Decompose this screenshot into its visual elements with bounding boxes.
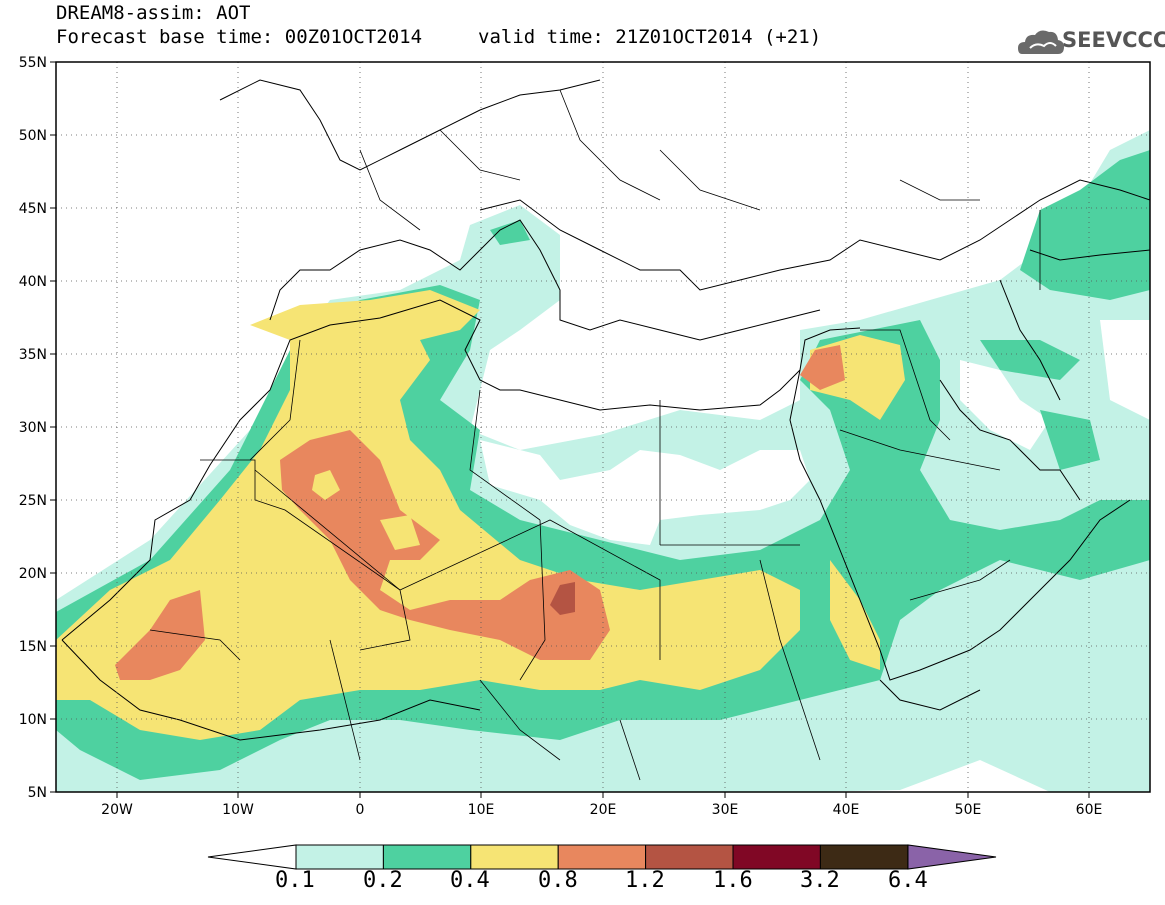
- lon-tick: 40E: [833, 802, 860, 818]
- colorbar-cell: [819, 844, 909, 870]
- lon-tick-marks: [116, 792, 1090, 798]
- lon-ticks: 20W 10W 0 10E 20E 30E 40E 50E 60E: [101, 802, 1102, 818]
- colorbar-cell: [382, 844, 472, 870]
- logo-text: SEEVCCC: [1062, 28, 1165, 52]
- lat-tick: 30N: [19, 420, 47, 436]
- colorbar-cell: [295, 844, 384, 870]
- title-line-1: DREAM8-assim: AOT: [56, 2, 251, 24]
- valid-time: valid time: 21Z01OCT2014 (+21): [478, 26, 822, 48]
- lat-tick: 20N: [19, 566, 47, 582]
- lon-tick: 30E: [712, 802, 739, 818]
- lat-tick-marks: [50, 61, 56, 793]
- lat-tick: 45N: [19, 201, 47, 217]
- lon-tick: 10E: [468, 802, 495, 818]
- coastlines: [61, 79, 1150, 741]
- lat-tick: 50N: [19, 128, 47, 144]
- lon-tick: 60E: [1076, 802, 1103, 818]
- colorbar-label: 3.2: [800, 868, 840, 893]
- lat-tick: 15N: [19, 639, 47, 655]
- lat-tick: 35N: [19, 347, 47, 363]
- colorbar: [207, 844, 997, 870]
- aot-level-1.2: [550, 582, 575, 615]
- forecast-base-time: Forecast base time: 00Z01OCT2014: [56, 26, 423, 48]
- colorbar-label: 0.8: [538, 868, 578, 893]
- colorbar-label: 1.6: [713, 868, 753, 893]
- lat-tick: 25N: [19, 493, 47, 509]
- aot-level-0.8: [115, 345, 845, 680]
- colorbar-label: 0.2: [363, 868, 403, 893]
- cloud-icon: [1018, 30, 1064, 54]
- lon-tick: 0: [356, 802, 365, 818]
- lat-tick: 5N: [28, 785, 47, 801]
- colorbar-cell: [732, 844, 821, 870]
- borders: [149, 89, 1041, 781]
- colorbar-cell: [470, 844, 559, 870]
- colorbar-cell: [557, 844, 647, 870]
- lon-tick: 20E: [590, 802, 617, 818]
- lat-tick: 40N: [19, 274, 47, 290]
- gridlines: [56, 62, 1150, 792]
- lat-tick: 10N: [19, 712, 47, 728]
- aot-field: [56, 130, 1150, 792]
- colorbar-label: 1.2: [625, 868, 665, 893]
- colorbar-under-triangle: [207, 844, 297, 870]
- colorbar-label: 0.1: [275, 868, 315, 893]
- colorbar-over-triangle: [907, 844, 997, 870]
- colorbar-cell: [645, 844, 734, 870]
- lon-tick: 10W: [222, 802, 254, 818]
- lon-tick: 20W: [101, 802, 133, 818]
- lat-ticks: 55N 50N 45N 40N 35N 30N 25N 20N 15N 10N …: [19, 55, 47, 801]
- colorbar-label: 0.4: [450, 868, 490, 893]
- aot-level-0.4-inner: [312, 470, 420, 550]
- lat-tick: 55N: [19, 55, 47, 71]
- colorbar-label: 6.4: [888, 868, 928, 893]
- lon-tick: 50E: [955, 802, 982, 818]
